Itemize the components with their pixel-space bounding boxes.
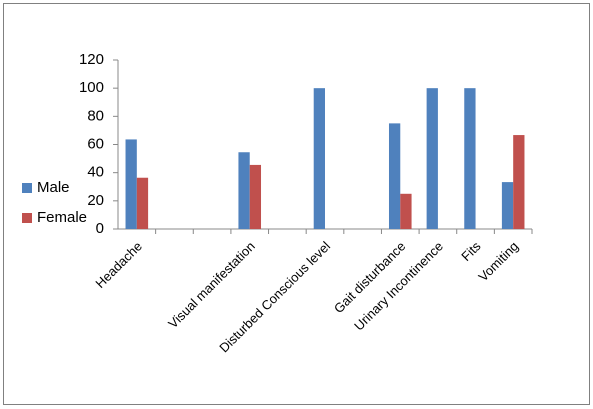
- bar: [426, 88, 438, 230]
- bar: [125, 139, 137, 229]
- bar: [513, 135, 525, 229]
- bar: [400, 193, 412, 229]
- bar: [501, 182, 514, 229]
- y-tick-label: 60: [87, 135, 104, 152]
- bar: [238, 152, 250, 229]
- bar: [249, 164, 262, 229]
- y-tick-label: 120: [79, 51, 104, 68]
- y-tick-label: 0: [96, 220, 104, 237]
- bar: [136, 177, 149, 229]
- y-tick-label: 40: [87, 164, 104, 181]
- chart-border: [3, 3, 590, 405]
- legend-swatch: [22, 183, 32, 193]
- bar: [388, 123, 401, 229]
- legend-label: Female: [37, 209, 87, 226]
- bar: [313, 88, 325, 230]
- legend-label: Male: [37, 179, 70, 196]
- y-tick-label: 80: [87, 107, 104, 124]
- bar: [464, 88, 476, 230]
- y-tick-label: 20: [87, 192, 104, 209]
- y-tick-label: 100: [79, 79, 104, 96]
- legend-swatch: [22, 213, 32, 223]
